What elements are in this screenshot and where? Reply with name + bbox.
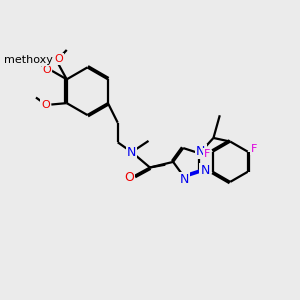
Text: N: N [180,173,189,186]
Text: methoxy: methoxy [4,55,53,65]
Text: N: N [196,145,206,158]
Text: F: F [251,144,257,154]
Text: O: O [124,171,134,184]
Text: O: O [54,54,63,64]
Text: O: O [41,100,50,110]
Text: N: N [127,146,136,159]
Text: N: N [200,164,210,177]
Text: O: O [43,64,52,74]
Text: F: F [203,149,210,159]
